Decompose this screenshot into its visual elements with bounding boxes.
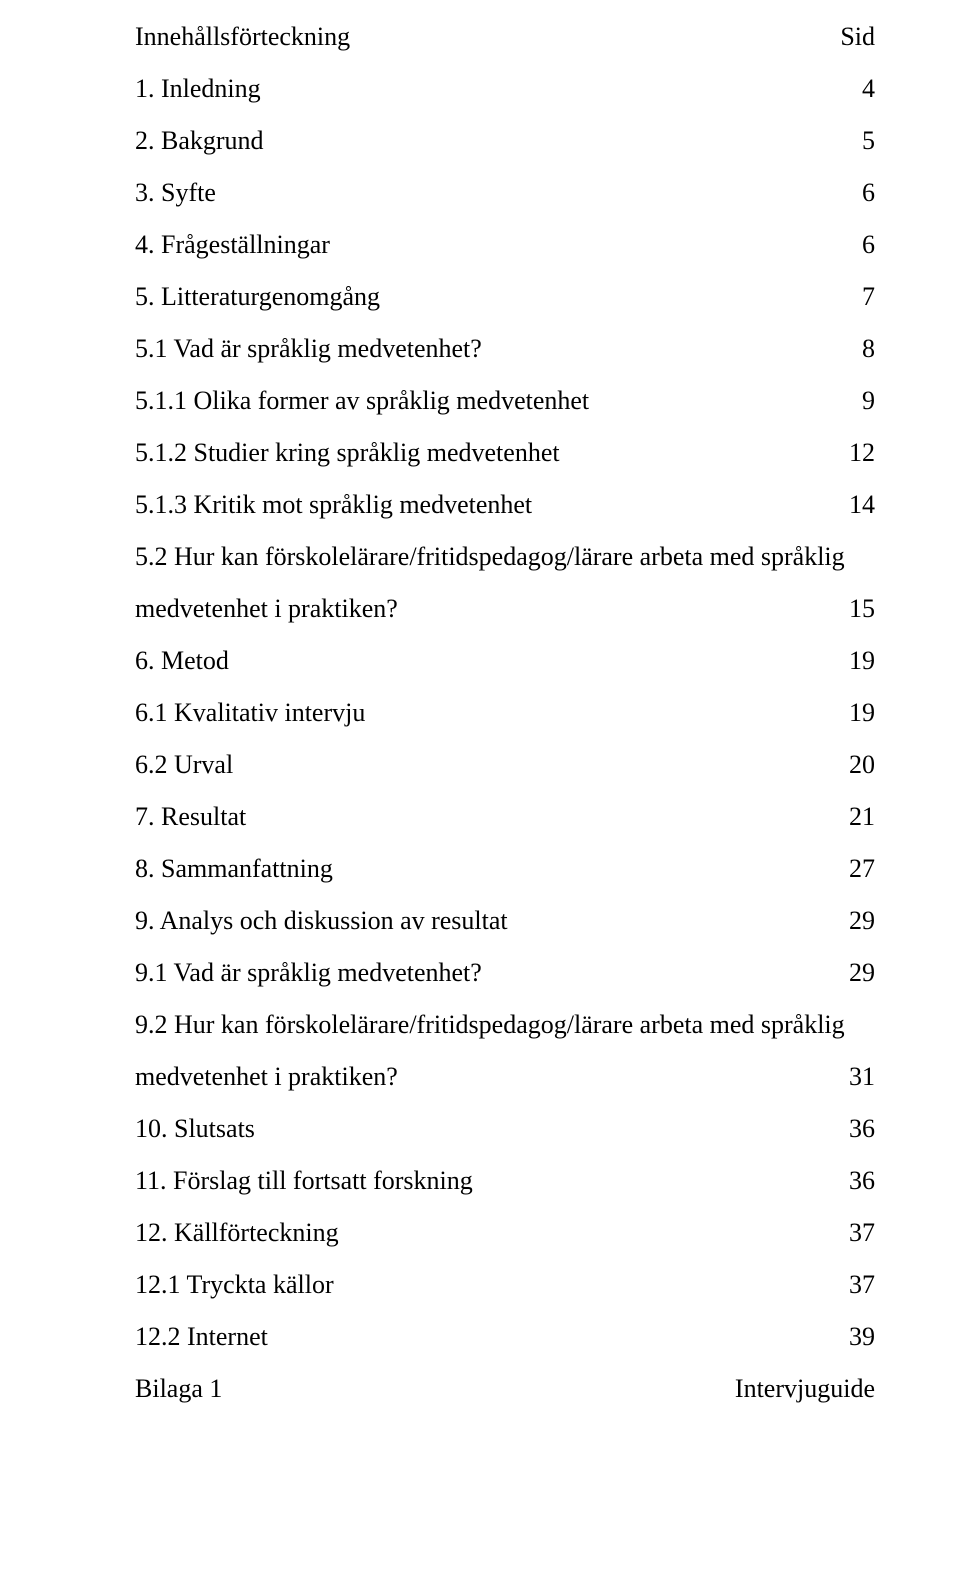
toc-entry-label: 9.1 Vad är språklig medvetenhet?: [135, 960, 849, 986]
toc-entry: 2. Bakgrund 5: [135, 128, 875, 154]
toc-entry-page: 5: [862, 128, 875, 154]
toc-entry: 10. Slutsats 36: [135, 1116, 875, 1142]
toc-entry-page: 7: [862, 284, 875, 310]
toc-entry-multiline: 9.2 Hur kan förskolelärare/fritidspedago…: [135, 1012, 875, 1090]
toc-entry-page: 29: [849, 960, 875, 986]
toc-entry-label: 5.1.1 Olika former av språklig medvetenh…: [135, 388, 862, 414]
toc-entry: 5.1.3 Kritik mot språklig medvetenhet 14: [135, 492, 875, 518]
toc-entry-label: 6.1 Kvalitativ intervju: [135, 700, 849, 726]
toc-entry: 9.1 Vad är språklig medvetenhet? 29: [135, 960, 875, 986]
toc-entry-page: 21: [849, 804, 875, 830]
toc-entry-label: 5.1 Vad är språklig medvetenhet?: [135, 336, 862, 362]
toc-entry: 5.1.1 Olika former av språklig medvetenh…: [135, 388, 875, 414]
toc-entry-label: 10. Slutsats: [135, 1116, 849, 1142]
toc-entry: 5. Litteraturgenomgång 7: [135, 284, 875, 310]
toc-entry-page: 4: [862, 76, 875, 102]
toc-entry-label: 9. Analys och diskussion av resultat: [135, 908, 849, 934]
toc-entry-page: 29: [849, 908, 875, 934]
toc-entry-page: Intervjuguide: [735, 1376, 875, 1402]
toc-entry-page: 37: [849, 1272, 875, 1298]
toc-entry-label: 7. Resultat: [135, 804, 849, 830]
toc-entry-multiline: 5.2 Hur kan förskolelärare/fritidspedago…: [135, 544, 875, 622]
toc-entry-label-line1: 5.2 Hur kan förskolelärare/fritidspedago…: [135, 544, 875, 570]
toc-entry-page: 6: [862, 180, 875, 206]
toc-entry-label: 8. Sammanfattning: [135, 856, 849, 882]
toc-entry: 6. Metod 19: [135, 648, 875, 674]
toc-entry-page: 14: [849, 492, 875, 518]
toc-entry-label: 1. Inledning: [135, 76, 862, 102]
toc-entry: 9. Analys och diskussion av resultat 29: [135, 908, 875, 934]
toc-entry-page: 31: [849, 1064, 875, 1090]
toc-entry-page: 19: [849, 648, 875, 674]
toc-entry-label: Bilaga 1: [135, 1376, 735, 1402]
toc-entry-label-line1: 9.2 Hur kan förskolelärare/fritidspedago…: [135, 1012, 875, 1038]
toc-entry: 5.1.2 Studier kring språklig medvetenhet…: [135, 440, 875, 466]
toc-entry-label-line2: medvetenhet i praktiken?: [135, 1064, 849, 1090]
toc-entry-label: 5.1.2 Studier kring språklig medvetenhet: [135, 440, 849, 466]
toc-entry-page: 6: [862, 232, 875, 258]
toc-entry: 6.1 Kvalitativ intervju 19: [135, 700, 875, 726]
toc-heading-label: Innehållsförteckning: [135, 24, 840, 50]
toc-entry-label: 3. Syfte: [135, 180, 862, 206]
toc-entry: 8. Sammanfattning 27: [135, 856, 875, 882]
toc-entry-page: 27: [849, 856, 875, 882]
toc-entry-page: 15: [849, 596, 875, 622]
toc-entry: 11. Förslag till fortsatt forskning 36: [135, 1168, 875, 1194]
toc-entry-label: 12.1 Tryckta källor: [135, 1272, 849, 1298]
toc-entry-page: 8: [862, 336, 875, 362]
toc-heading-page: Sid: [840, 24, 875, 50]
toc-entry-page: 19: [849, 700, 875, 726]
toc-entry-page: 9: [862, 388, 875, 414]
toc-entry: Bilaga 1 Intervjuguide: [135, 1376, 875, 1402]
toc-entry: 5.1 Vad är språklig medvetenhet? 8: [135, 336, 875, 362]
toc-entry-page: 20: [849, 752, 875, 778]
toc-entry-label: 2. Bakgrund: [135, 128, 862, 154]
toc-entry-page: 37: [849, 1220, 875, 1246]
toc-entry-label: 11. Förslag till fortsatt forskning: [135, 1168, 849, 1194]
toc-entry-label-line2: medvetenhet i praktiken?: [135, 596, 849, 622]
toc-entry-label: 5.1.3 Kritik mot språklig medvetenhet: [135, 492, 849, 518]
toc-entry-label: 6. Metod: [135, 648, 849, 674]
toc-entry-label: 4. Frågeställningar: [135, 232, 862, 258]
toc-entry-label: 12.2 Internet: [135, 1324, 849, 1350]
toc-heading-row: Innehållsförteckning Sid: [135, 24, 875, 50]
toc-entry: 4. Frågeställningar 6: [135, 232, 875, 258]
toc-entry: 3. Syfte 6: [135, 180, 875, 206]
toc-entry: 12.1 Tryckta källor 37: [135, 1272, 875, 1298]
toc-entry: 12. Källförteckning 37: [135, 1220, 875, 1246]
toc-entry-page: 39: [849, 1324, 875, 1350]
toc-entry-page: 36: [849, 1168, 875, 1194]
toc-entry-label: 6.2 Urval: [135, 752, 849, 778]
toc-entry: 12.2 Internet 39: [135, 1324, 875, 1350]
toc-entry: 1. Inledning 4: [135, 76, 875, 102]
toc-entry-page: 12: [849, 440, 875, 466]
toc-entry: 6.2 Urval 20: [135, 752, 875, 778]
toc-entry-label: 12. Källförteckning: [135, 1220, 849, 1246]
toc-entry: 7. Resultat 21: [135, 804, 875, 830]
toc-entry-label: 5. Litteraturgenomgång: [135, 284, 862, 310]
toc-entry-page: 36: [849, 1116, 875, 1142]
